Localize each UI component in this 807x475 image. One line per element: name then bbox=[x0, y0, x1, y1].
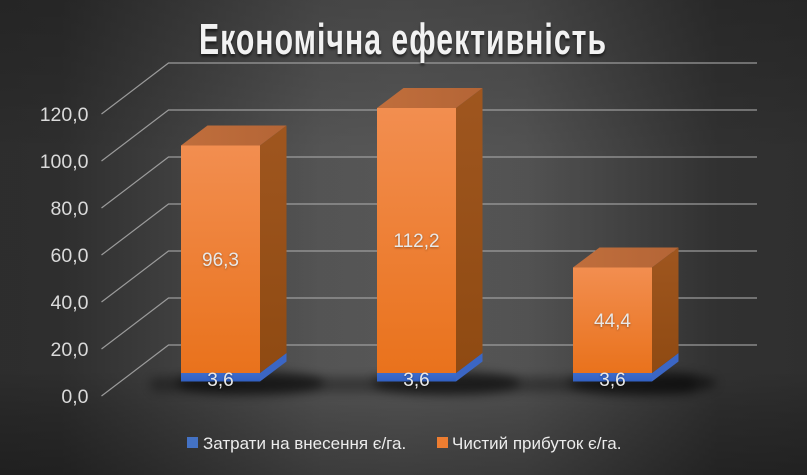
svg-text:100,0: 100,0 bbox=[40, 151, 89, 173]
svg-text:40,0: 40,0 bbox=[51, 292, 89, 314]
svg-text:3,6: 3,6 bbox=[599, 370, 625, 391]
svg-text:112,2: 112,2 bbox=[393, 231, 439, 252]
svg-text:96,3: 96,3 bbox=[202, 250, 239, 271]
svg-text:60,0: 60,0 bbox=[51, 245, 89, 267]
svg-text:44,4: 44,4 bbox=[594, 311, 631, 332]
svg-text:Чистий прибуток є/га.: Чистий прибуток є/га. bbox=[452, 434, 621, 453]
svg-text:Економічна ефективність: Економічна ефективність bbox=[199, 14, 607, 63]
svg-text:3,6: 3,6 bbox=[207, 370, 233, 391]
svg-text:Затрати на внесення є/га.: Затрати на внесення є/га. bbox=[203, 434, 406, 453]
svg-text:3,6: 3,6 bbox=[403, 370, 429, 391]
svg-text:0,0: 0,0 bbox=[61, 386, 88, 408]
svg-text:120,0: 120,0 bbox=[40, 104, 89, 126]
svg-text:80,0: 80,0 bbox=[51, 198, 89, 220]
svg-text:20,0: 20,0 bbox=[51, 339, 89, 361]
